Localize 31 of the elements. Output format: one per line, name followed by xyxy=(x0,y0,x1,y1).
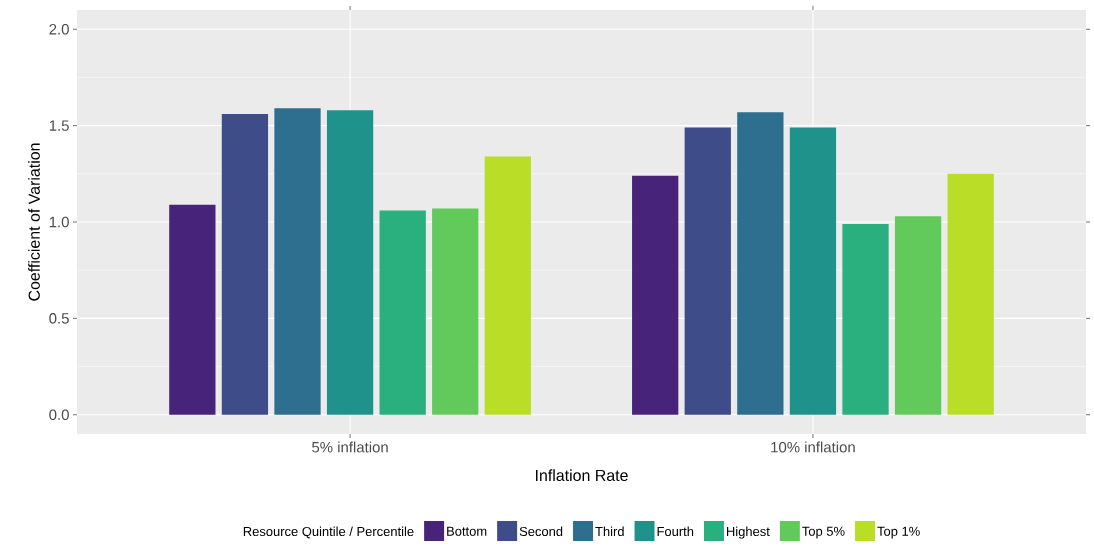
legend-label: Bottom xyxy=(447,526,487,536)
bar xyxy=(484,156,531,415)
y-tick-label: 1.0 xyxy=(49,216,69,228)
bar xyxy=(684,127,731,415)
bar xyxy=(221,114,269,415)
y-tick-label: 0.5 xyxy=(49,313,69,324)
legend-label: Fourth xyxy=(657,526,694,537)
bar xyxy=(842,223,889,415)
bar xyxy=(737,112,784,415)
bar xyxy=(379,210,426,415)
y-axis-title: Coefficient of Variation xyxy=(28,143,40,301)
bar xyxy=(789,127,837,415)
bar xyxy=(326,110,374,415)
legend-label: Top 5% xyxy=(802,526,845,539)
x-axis-title: Inflation Rate xyxy=(536,469,628,482)
bar xyxy=(274,108,321,415)
legend-label: Highest xyxy=(727,526,770,539)
legend-label: Second xyxy=(519,526,563,537)
x-tick-label: 5% inflation xyxy=(312,441,388,453)
bar xyxy=(169,204,216,415)
legend-label: Third xyxy=(595,526,624,537)
y-tick-label: 1.5 xyxy=(49,120,69,131)
bar xyxy=(947,173,994,415)
y-tick-label: 0.0 xyxy=(49,409,69,421)
x-tick-label: 10% inflation xyxy=(771,441,855,453)
legend-label: Top 1% xyxy=(877,526,920,539)
bar xyxy=(632,175,679,415)
bar xyxy=(894,216,942,415)
legend-title: Resource Quintile / Percentile xyxy=(243,526,414,539)
bar xyxy=(432,208,479,415)
y-tick-label: 2.0 xyxy=(49,23,69,35)
